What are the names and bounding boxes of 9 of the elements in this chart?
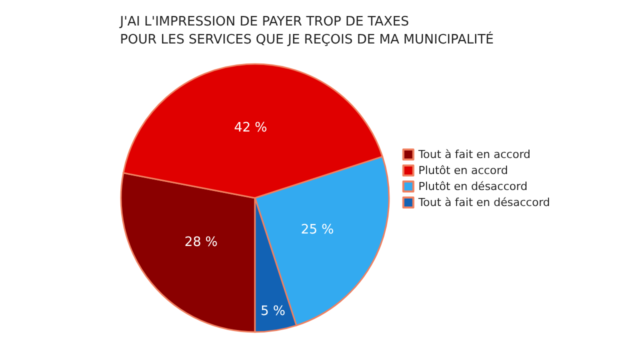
legend-label: Plutôt en accord [418,164,508,177]
data-label: 28 % [184,235,218,250]
legend-label: Tout à fait en désaccord [417,196,550,209]
chart-title: J'AI L'IMPRESSION DE PAYER TROP DE TAXES POUR LES SERVICES QUE JE REÇOIS DE MA MUNICIPALITÉ [119,14,494,48]
data-label: 25 % [300,222,334,238]
legend-label: Plutôt en désaccord [418,180,528,193]
data-label: 5 % [260,304,286,320]
legend-label: Tout à fait en accord [417,148,531,161]
data-label: 42 % [234,120,268,136]
